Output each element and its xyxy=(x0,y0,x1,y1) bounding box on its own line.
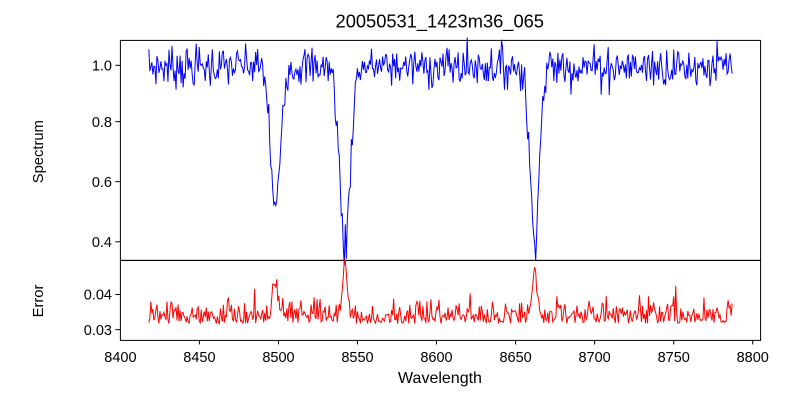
svg-text:Error: Error xyxy=(31,285,47,318)
svg-text:8600: 8600 xyxy=(420,350,452,366)
svg-text:20050531_1423m36_065: 20050531_1423m36_065 xyxy=(336,11,544,33)
svg-text:1.0: 1.0 xyxy=(92,59,112,75)
svg-text:0.4: 0.4 xyxy=(92,235,112,251)
svg-text:8550: 8550 xyxy=(341,350,373,366)
svg-text:Spectrum: Spectrum xyxy=(31,120,47,183)
svg-text:8450: 8450 xyxy=(183,350,215,366)
svg-text:8500: 8500 xyxy=(262,350,294,366)
svg-text:Wavelength: Wavelength xyxy=(398,370,482,387)
svg-text:0.03: 0.03 xyxy=(84,323,112,339)
svg-text:0.04: 0.04 xyxy=(84,288,112,304)
svg-text:8650: 8650 xyxy=(499,350,531,366)
svg-text:8750: 8750 xyxy=(658,350,690,366)
svg-text:0.8: 0.8 xyxy=(92,115,112,131)
svg-text:8800: 8800 xyxy=(737,350,769,366)
svg-text:0.6: 0.6 xyxy=(92,175,112,191)
svg-text:8700: 8700 xyxy=(578,350,610,366)
svg-text:8400: 8400 xyxy=(104,350,136,366)
